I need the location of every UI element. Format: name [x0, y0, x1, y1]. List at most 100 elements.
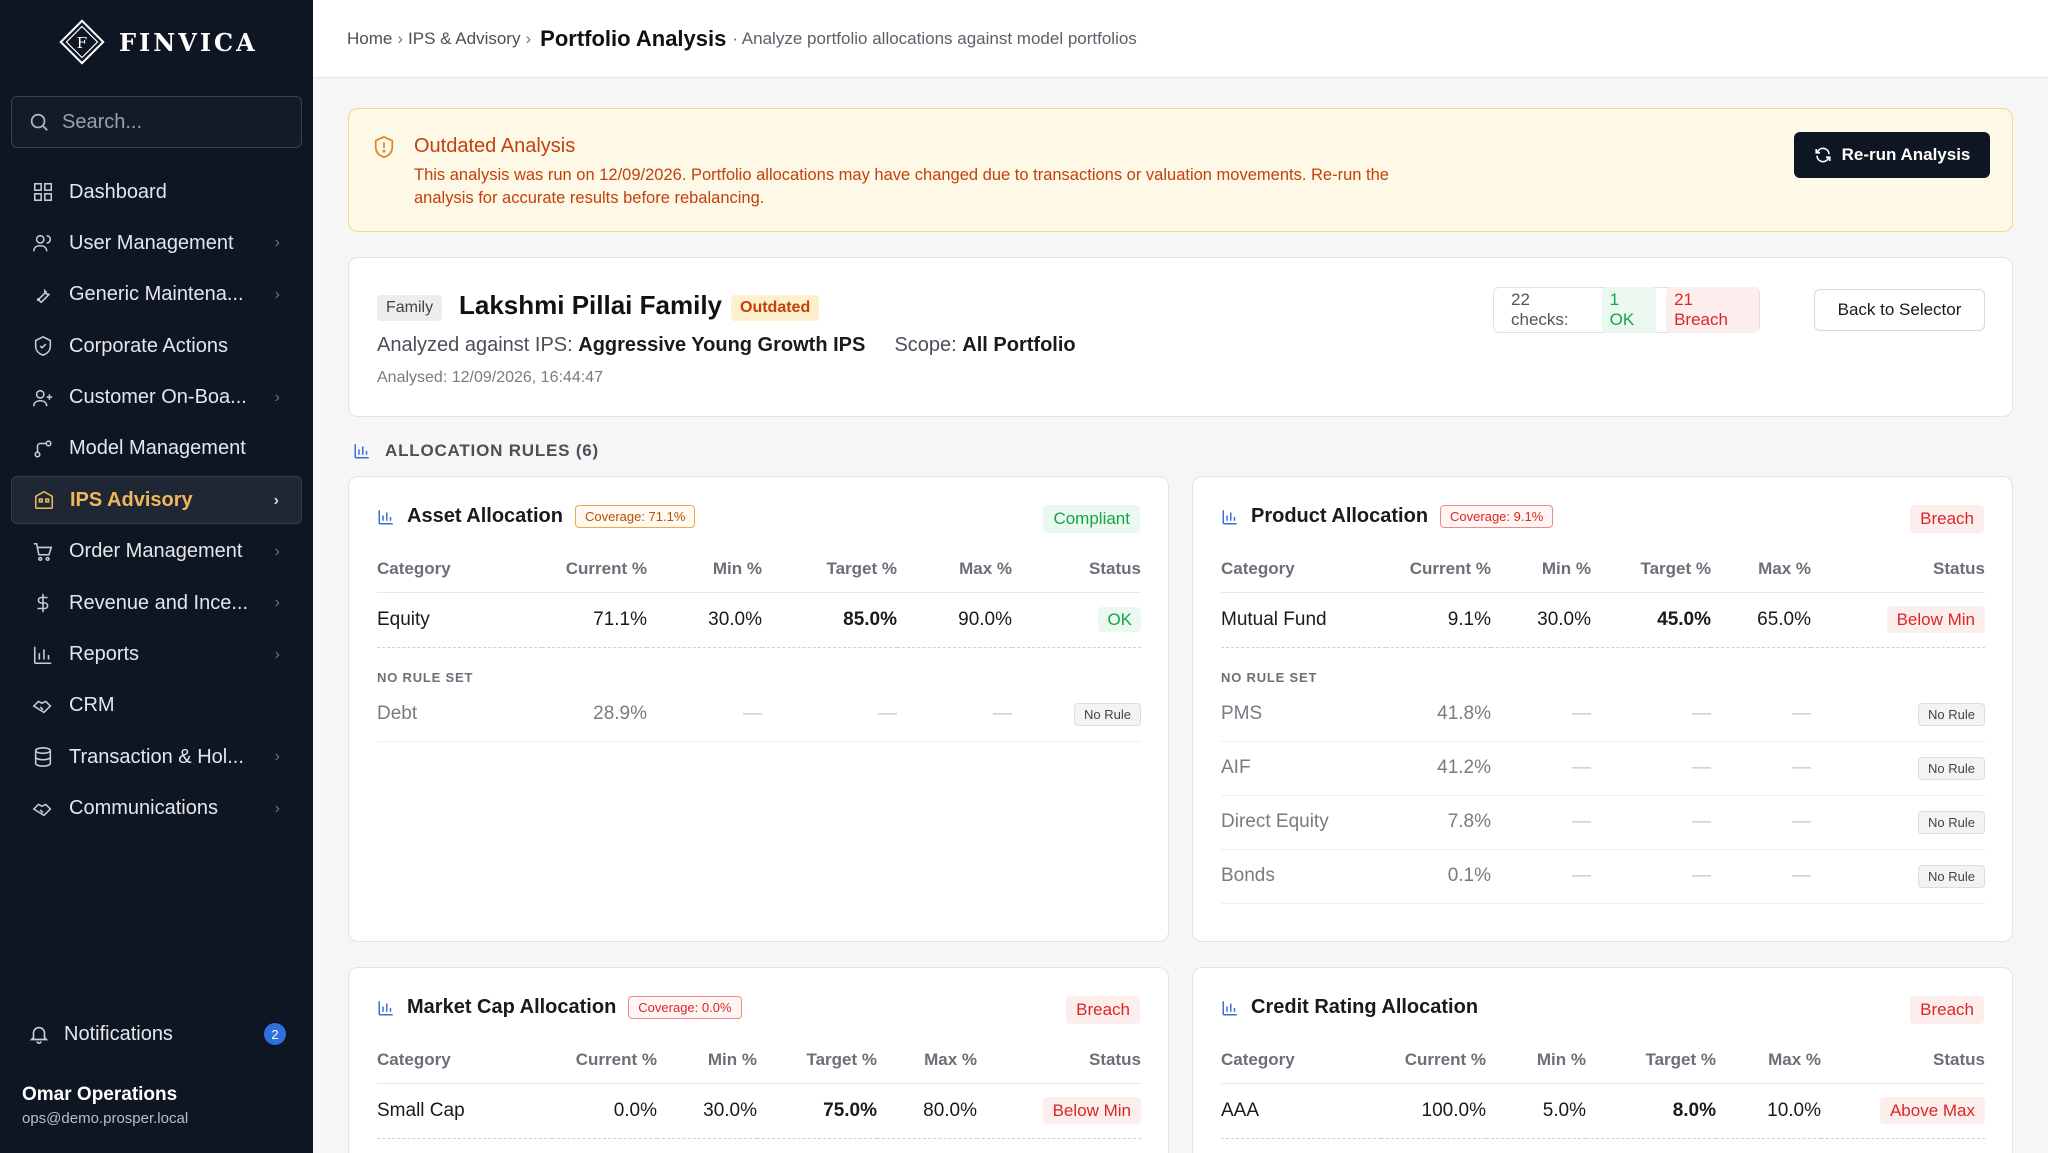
empty-cell: —	[1591, 741, 1711, 796]
sidebar-item-dashboard[interactable]: Dashboard	[11, 168, 302, 216]
status-badge: Above Max	[1879, 1096, 1985, 1124]
market-cap-allocation-card: Market Cap Allocation Coverage: 0.0% Breac…	[348, 967, 1169, 1153]
column-header: Target %	[1591, 547, 1711, 593]
sidebar-item-generic-maintena[interactable]: Generic Maintena... ›	[11, 271, 302, 319]
sidebar-item-label: Corporate Actions	[69, 334, 228, 357]
rerun-analysis-button[interactable]: Re-run Analysis	[1794, 132, 1990, 178]
building-icon	[32, 488, 56, 512]
refresh-icon	[1815, 147, 1831, 163]
brand-logo[interactable]: F FINVICA	[57, 16, 258, 68]
sidebar-item-transaction-hol[interactable]: Transaction & Hol... ›	[11, 733, 302, 781]
rule-title: Credit Rating Allocation	[1251, 996, 1479, 1018]
breadcrumb-separator: ›	[525, 28, 532, 48]
sidebar-item-customer-on-boa[interactable]: Customer On-Boa... ›	[11, 374, 302, 422]
breadcrumb-home[interactable]: Home	[347, 28, 393, 48]
table-cell: 7.8%	[1386, 795, 1491, 850]
empty-cell: —	[1491, 741, 1591, 796]
sidebar-item-order-management[interactable]: Order Management ›	[11, 528, 302, 576]
sidebar-item-communications[interactable]: Communications ›	[11, 785, 302, 833]
sidebar-item-ips-advisory[interactable]: IPS Advisory ›	[11, 476, 302, 525]
table-cell: 75.0%	[757, 1083, 877, 1139]
column-header: Category	[377, 547, 542, 593]
column-header: Target %	[1586, 1038, 1716, 1084]
breadcrumb-separator: ›	[397, 28, 404, 48]
chevron-right-icon: ›	[274, 388, 280, 406]
rule-status-badge: Compliant	[1043, 505, 1140, 533]
table-cell: Small Cap	[377, 1083, 552, 1139]
allocation-table: Category Current % Min % Target % Max % Statu…	[1221, 1038, 1985, 1139]
search-input[interactable]	[62, 110, 292, 134]
sidebar-search[interactable]	[11, 96, 302, 148]
column-header: Max %	[877, 1038, 977, 1084]
rule-title: Market Cap Allocation	[407, 996, 617, 1018]
breadcrumb-ips[interactable]: IPS & Advisory	[408, 28, 521, 48]
empty-cell: —	[762, 687, 897, 742]
status-cell: No Rule	[1012, 687, 1141, 742]
dollar-icon	[31, 591, 55, 615]
column-header: Target %	[757, 1038, 877, 1084]
wrench-icon	[31, 283, 55, 307]
empty-cell: —	[1591, 687, 1711, 742]
rule-card-header: Credit Rating Allocation	[1221, 996, 1478, 1019]
back-to-selector-button[interactable]: Back to Selector	[1814, 289, 1985, 331]
sidebar-item-crm[interactable]: CRM	[11, 682, 302, 730]
user-plus-icon	[31, 386, 55, 410]
user-email: ops@demo.prosper.local	[22, 1110, 189, 1127]
sidebar-item-user-management[interactable]: User Management ›	[11, 219, 302, 267]
status-badge: Below Min	[1042, 1096, 1141, 1124]
ips-name: Aggressive Young Growth IPS	[578, 334, 866, 356]
table-cell: 0.0%	[552, 1083, 657, 1139]
sidebar-item-label: Generic Maintena...	[69, 283, 244, 306]
checks-breach-badge: 21 Breach	[1666, 287, 1759, 333]
column-header: Max %	[897, 547, 1012, 593]
checks-total: 22 checks:	[1511, 290, 1569, 329]
rule-status-badge: Breach	[1910, 505, 1984, 533]
logo-diamond-icon: F	[57, 17, 107, 67]
notifications-button[interactable]: Notifications 2	[28, 1016, 288, 1052]
sidebar-item-label: CRM	[69, 694, 115, 717]
table-cell: AAA	[1221, 1083, 1381, 1139]
table-cell: 80.0%	[877, 1083, 977, 1139]
branch-icon	[31, 437, 55, 461]
sidebar-item-model-management[interactable]: Model Management	[11, 425, 302, 473]
bar-chart-icon	[31, 643, 55, 667]
empty-cell: —	[1591, 849, 1711, 904]
table-row: Debt 28.9% — — — No Rule	[377, 687, 1141, 742]
status-cell: No Rule	[1811, 849, 1985, 904]
shield-alert-icon	[374, 135, 394, 159]
outdated-alert: Outdated Analysis This analysis was run …	[348, 108, 2013, 232]
table-cell: 65.0%	[1711, 592, 1811, 648]
table-cell: 71.1%	[542, 592, 647, 648]
sidebar-item-reports[interactable]: Reports ›	[11, 631, 302, 679]
column-header: Status	[977, 1038, 1141, 1084]
rule-card-header: Market Cap Allocation Coverage: 0.0%	[377, 996, 742, 1019]
column-header: Status	[1012, 547, 1141, 593]
empty-cell: —	[1591, 795, 1711, 850]
table-cell: Debt	[377, 687, 542, 742]
user-name: Omar Operations	[22, 1084, 178, 1105]
chevron-right-icon: ›	[274, 645, 280, 663]
column-header: Max %	[1711, 547, 1811, 593]
table-row: Small Cap 0.0% 30.0% 75.0% 80.0% Below Min	[377, 1083, 1141, 1139]
sidebar-item-corporate-actions[interactable]: Corporate Actions	[11, 322, 302, 370]
allocation-rules-heading: ALLOCATION RULES (6)	[353, 441, 599, 461]
sidebar-item-revenue-and-ince[interactable]: Revenue and Ince... ›	[11, 579, 302, 627]
scope-value: All Portfolio	[962, 334, 1076, 356]
sidebar-item-label: IPS Advisory	[70, 488, 193, 511]
table-cell: Equity	[377, 592, 542, 648]
coverage-badge: Coverage: 0.0%	[628, 996, 742, 1019]
table-row: Equity 71.1% 30.0% 85.0% 90.0% OK	[377, 592, 1141, 648]
chevron-right-icon: ›	[274, 285, 280, 303]
column-header: Current %	[552, 1038, 657, 1084]
no-rule-badge: No Rule	[1918, 865, 1985, 888]
no-rule-set-label: NO RULE SET	[377, 670, 474, 685]
table-cell: AIF	[1221, 741, 1386, 796]
rule-title: Product Allocation	[1251, 505, 1429, 527]
table-cell: 30.0%	[657, 1083, 757, 1139]
svg-text:F: F	[77, 34, 87, 52]
column-header: Current %	[1386, 547, 1491, 593]
user-profile[interactable]: Omar Operations ops@demo.prosper.local	[22, 1084, 188, 1127]
rule-status-badge: Breach	[1066, 996, 1140, 1024]
checks-ok-badge: 1 OK	[1601, 287, 1657, 333]
chevron-right-icon: ›	[274, 234, 280, 252]
